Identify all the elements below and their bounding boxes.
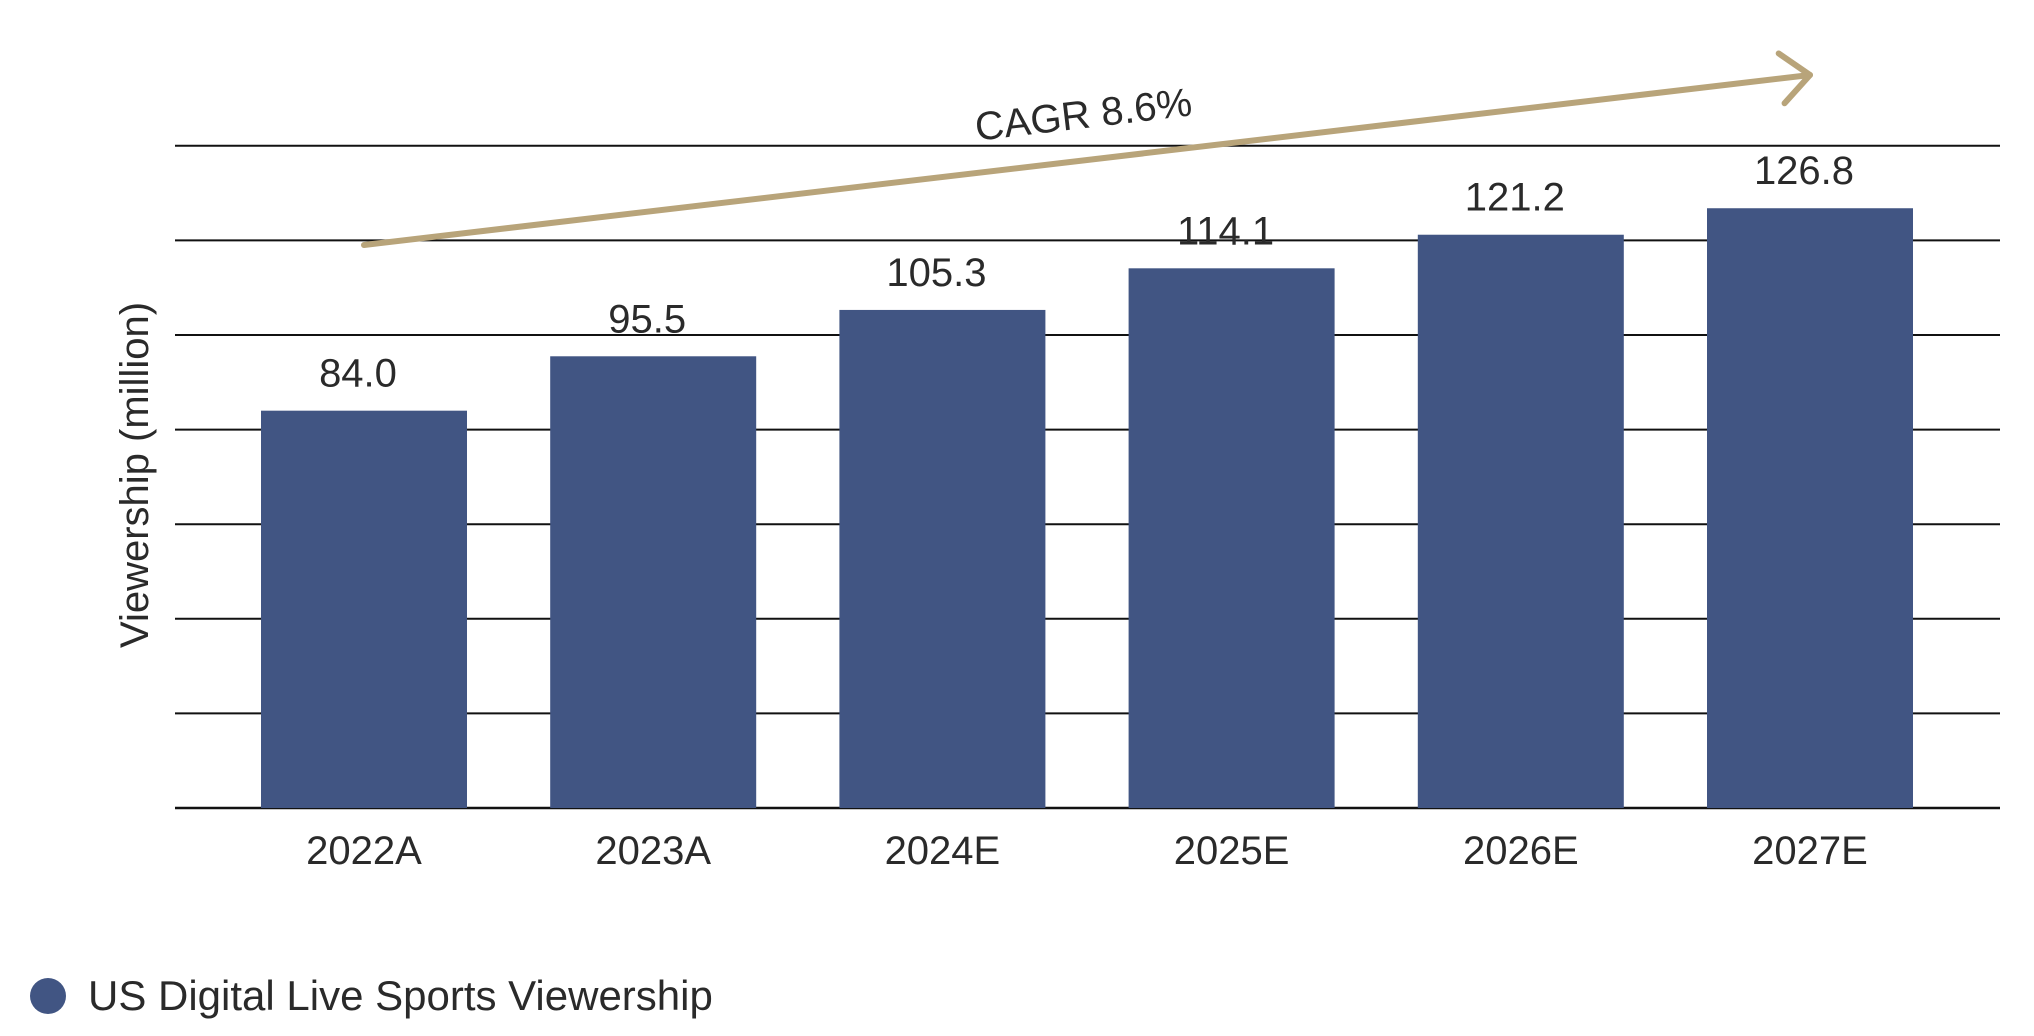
- cagr-label: CAGR 8.6%: [973, 81, 1195, 150]
- x-tick-labels: 2022A 2023A 2024E 2025E 2026E 2027E: [306, 829, 1868, 873]
- legend: US Digital Live Sports Viewership: [30, 972, 713, 1020]
- legend-label: US Digital Live Sports Viewership: [88, 972, 713, 1019]
- cagr-trend-arrow: CAGR 8.6%: [361, 50, 1813, 248]
- value-label-2023A: 95.5: [608, 297, 686, 341]
- value-label-2026E: 121.2: [1465, 176, 1565, 220]
- bars: [261, 208, 1913, 809]
- y-axis-title: Viewership (million): [113, 302, 157, 648]
- value-label-2025E: 114.1: [1177, 209, 1274, 253]
- bar-2023A: [550, 356, 757, 808]
- value-label-2027E: 126.8: [1754, 149, 1854, 193]
- x-tick-label-2022A: 2022A: [306, 829, 422, 873]
- cagr-arrow-head: [1775, 50, 1813, 107]
- x-tick-label-2025E: 2025E: [1174, 829, 1290, 873]
- value-label-2024E: 105.3: [886, 251, 986, 295]
- bar-2027E: [1707, 208, 1913, 809]
- x-tick-label-2027E: 2027E: [1752, 829, 1868, 873]
- value-labels: 84.0 95.5 105.3 114.1 121.2 126.8: [319, 149, 1854, 395]
- x-tick-label-2023A: 2023A: [595, 829, 711, 873]
- cagr-arrow-shaft: [361, 72, 1813, 248]
- bar-2025E: [1128, 268, 1335, 808]
- bar-2026E: [1417, 234, 1624, 808]
- gridlines: [175, 144, 2000, 810]
- x-tick-label-2024E: 2024E: [885, 829, 1001, 873]
- bar-2024E: [839, 309, 1046, 808]
- x-tick-label-2026E: 2026E: [1463, 829, 1579, 873]
- legend-swatch: [30, 978, 66, 1014]
- bar-2022A: [261, 410, 467, 808]
- value-label-2022A: 84.0: [319, 352, 397, 396]
